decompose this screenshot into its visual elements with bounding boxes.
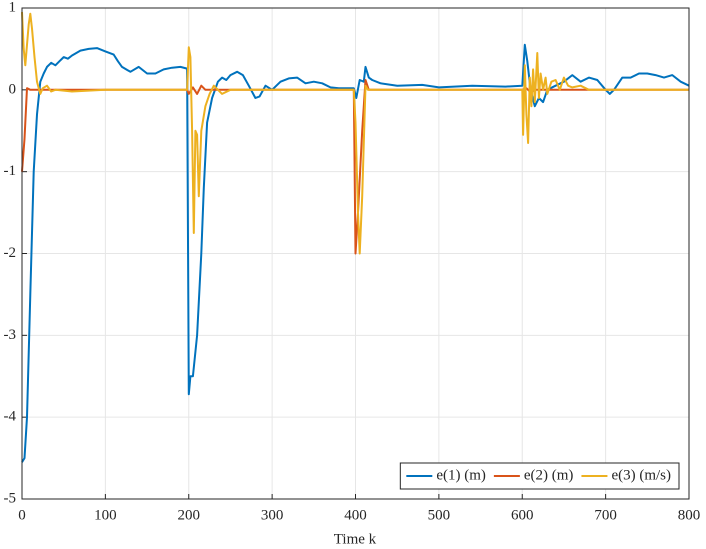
- x-tick-label: 100: [94, 507, 117, 523]
- plot-frame: [21, 7, 690, 500]
- x-tick-label: 200: [178, 507, 201, 523]
- y-tick-label: -1: [4, 163, 17, 179]
- x-axis-label: Time k: [334, 531, 377, 547]
- legend-label: e(2) (m): [524, 467, 574, 483]
- y-tick-label: -3: [4, 327, 17, 343]
- legend-label: e(1) (m): [436, 467, 486, 483]
- legend-box: [399, 462, 680, 490]
- series-line: [21, 43, 690, 463]
- legend: e(1) (m) e(2) (m) e(3) (m/s): [399, 462, 680, 490]
- legend-label: e(3) (m/s): [611, 467, 671, 483]
- x-tick-label: 300: [261, 507, 284, 523]
- x-tick-label: 0: [18, 507, 26, 523]
- y-tick-label: -2: [4, 245, 17, 261]
- y-tick-label: 0: [9, 81, 17, 97]
- x-tick-label: 800: [678, 507, 701, 523]
- x-tick-label: 600: [511, 507, 534, 523]
- y-tick-label: -5: [4, 490, 17, 506]
- x-tick-label: 500: [428, 507, 451, 523]
- x-tick-label: 700: [594, 507, 617, 523]
- y-tick-label: -4: [4, 409, 17, 425]
- x-tick-label: 400: [344, 507, 367, 523]
- y-tick-label: 1: [9, 0, 17, 15]
- series-line: [21, 12, 689, 255]
